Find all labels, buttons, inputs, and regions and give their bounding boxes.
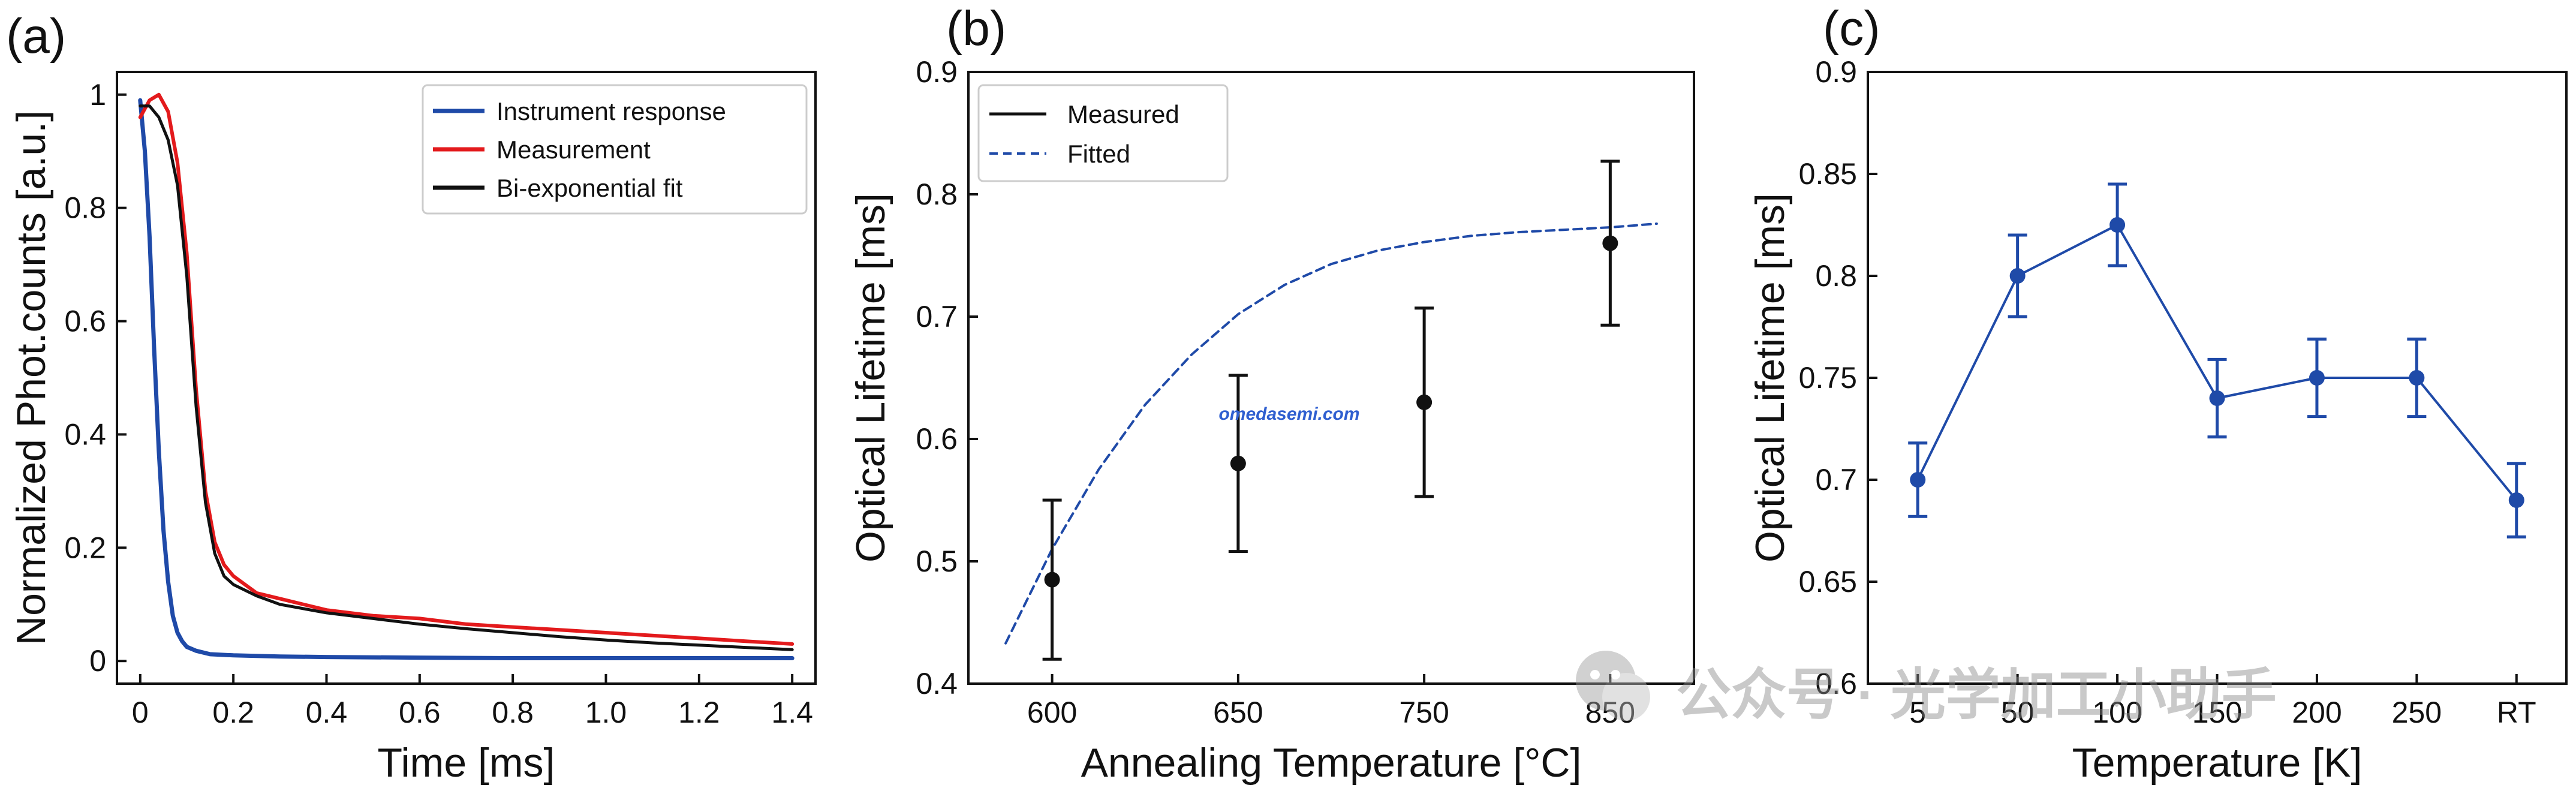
- wechat-logo-icon: [1576, 651, 1636, 711]
- y-tick-label: 0.4: [64, 417, 106, 451]
- legend: Measured Fitted: [977, 84, 1229, 182]
- legend-label: Fitted: [1067, 140, 1130, 168]
- x-tick-label: 250: [2392, 696, 2442, 729]
- x-tick-label: 750: [1399, 696, 1449, 729]
- panel-label: (b): [946, 1, 1006, 56]
- panel-b: 0.4 0.5 0.6 0.7 0.8 0.9 600 650 750 850Annealing …: [848, 1, 1695, 786]
- y-tick-label: 1: [89, 78, 106, 112]
- y-tick-label: 0.6: [916, 422, 958, 456]
- x-tick-label: 100: [2092, 696, 2142, 729]
- measured-point: [1416, 394, 1433, 410]
- panel-c: 0.6 0.65 0.7 0.75 0.8 0.85 0.9 5 50 100 150 200 250 R…: [1747, 1, 2568, 786]
- y-tick-label: 0.8: [64, 191, 106, 225]
- x-tick-label: 600: [1027, 696, 1077, 729]
- x-tick-label: 200: [2292, 696, 2342, 729]
- x-tick-label: 650: [1213, 696, 1263, 729]
- x-tick-label: 0.2: [212, 696, 254, 729]
- y-tick-label: 0.75: [1799, 361, 1857, 395]
- y-axis-title: Optical Lifetime [ms]: [1747, 193, 1793, 563]
- lifetime-point: [1910, 472, 1926, 488]
- fit-line: [139, 104, 794, 651]
- y-tick-label: 0.7: [1815, 463, 1857, 497]
- legend-label: Instrument response: [496, 97, 726, 125]
- wechat-logo-icon: [1602, 673, 1650, 721]
- y-tick-label: 0.8: [1815, 259, 1857, 293]
- y-tick-label: 0.5: [916, 545, 958, 578]
- x-tick-label: RT: [2497, 696, 2536, 729]
- y-tick-label: 0.6: [1815, 667, 1857, 700]
- legend: Instrument response Measurement Bi-exponen…: [422, 84, 808, 215]
- plot-frame: [116, 71, 817, 685]
- plot-frame: [967, 71, 1695, 685]
- panel-label: (a): [6, 9, 66, 64]
- measurement-line: [138, 92, 795, 646]
- x-tick-label: 1.2: [678, 696, 720, 729]
- legend-label: Bi-exponential fit: [496, 174, 683, 202]
- legend-frame: [422, 84, 808, 215]
- x-axis-title: Temperature [K]: [2072, 740, 2363, 786]
- legend-label: Measurement: [496, 136, 651, 164]
- legend-label: Measured: [1067, 100, 1179, 128]
- wechat-watermark-text: 公众号 · 光学加工小助手: [1676, 664, 2277, 726]
- y-tick-label: 0.7: [916, 300, 958, 333]
- lifetime-point: [2009, 268, 2026, 284]
- panel-a: 0 0.2 0.4 0.6 0.8 1 0 0.2 0.4 0.6 0.8 1.0 1.2 1.4 Time…: [6, 9, 817, 786]
- x-axis-title: Annealing Temperature [°C]: [1081, 740, 1582, 786]
- y-axis-title: Normalized Phot.counts [a.u.]: [8, 110, 54, 645]
- lifetime-point: [2409, 370, 2425, 386]
- y-tick-label: 0.9: [1815, 55, 1857, 89]
- y-tick-label: 0.85: [1799, 157, 1857, 191]
- y-tick-label: 0.4: [916, 667, 958, 700]
- lifetime-point: [2109, 217, 2126, 233]
- x-tick-label: 150: [2192, 696, 2242, 729]
- legend-frame: [977, 84, 1229, 182]
- measured-point: [1044, 572, 1060, 588]
- y-tick-label: 0: [89, 644, 106, 678]
- fitted-curve: [1004, 222, 1658, 645]
- wechat-logo-eye-icon: [1590, 670, 1600, 679]
- y-axis-title: Optical Lifetime [ms]: [848, 193, 893, 563]
- y-tick-label: 0.6: [64, 305, 106, 338]
- x-tick-label: 1.4: [771, 696, 813, 729]
- instrument-response-line: [138, 98, 795, 660]
- x-tick-label: 50: [2001, 696, 2035, 729]
- y-tick-label: 0.9: [916, 55, 958, 89]
- x-tick-label: 5: [1909, 696, 1926, 729]
- watermark-site: omedasemi.com: [1218, 404, 1359, 424]
- y-tick-label: 0.2: [64, 531, 106, 564]
- lifetime-point: [2209, 390, 2225, 406]
- x-axis-title: Time [ms]: [378, 740, 555, 786]
- measured-point: [1602, 235, 1618, 251]
- y-tick-label: 0.8: [916, 178, 958, 211]
- y-tick-label: 0.65: [1799, 565, 1857, 598]
- x-tick-label: 850: [1585, 696, 1635, 729]
- wechat-logo-eye-icon: [1611, 670, 1620, 679]
- x-tick-label: 0.8: [492, 696, 534, 729]
- x-tick-label: 0: [132, 696, 149, 729]
- lifetime-point: [2309, 370, 2325, 386]
- panel-label: (c): [1823, 1, 1880, 56]
- measured-point: [1230, 455, 1246, 471]
- lifetime-point: [2508, 492, 2524, 508]
- x-tick-label: 0.4: [306, 696, 348, 729]
- x-tick-label: 0.6: [399, 696, 441, 729]
- wechat-watermark: 公众号 · 光学加工小助手: [1576, 651, 2277, 726]
- x-tick-label: 1.0: [585, 696, 627, 729]
